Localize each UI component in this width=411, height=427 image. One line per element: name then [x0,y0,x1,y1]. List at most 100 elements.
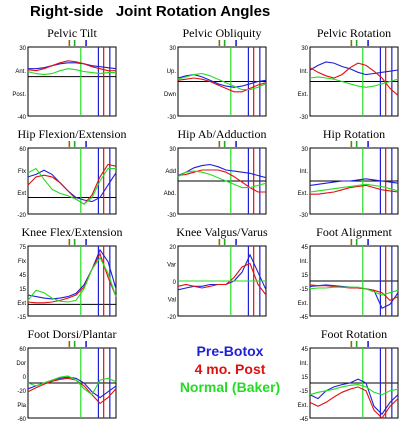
series-line-normal [27,68,116,76]
tick-label: Int. [300,169,309,175]
tick-label: 30 [19,46,26,52]
series-line-normal [177,170,267,189]
tick-label: 60 [19,347,26,353]
tick-label: 45 [301,347,308,353]
tick-label: 45 [19,273,26,279]
tick-label: -40 [17,115,26,121]
tick-label: -15 [299,389,308,395]
series-line-pre [28,62,117,70]
tick-label: -30 [167,213,176,219]
series-line-normal [27,256,117,303]
chart-title: Hip Flexion/Extension [18,127,127,141]
tick-label: Var [167,263,176,269]
tick-label: 60 [19,147,26,153]
tick-label: 0 [173,280,177,286]
plot-frame [27,147,117,215]
tick-label: -30 [299,115,308,121]
tick-label: Ext. [298,403,309,409]
series-line-normal [309,384,399,396]
series-line-post [309,62,399,96]
chart-title: Pelvic Rotation [317,26,391,40]
tick-label: Pla [17,403,26,409]
page-title: Right-side Joint Rotation Angles [30,3,271,20]
series-line-post [27,163,117,205]
tick-label: Up. [167,69,177,75]
tick-label: Int. [300,69,309,75]
chart-title: Knee Valgus/Varus [176,225,268,239]
series-line-post [177,169,266,193]
series-line-normal [27,167,116,205]
tick-label: Dor [16,361,26,367]
series-line-post [177,262,267,296]
legend-entry: Pre-Botox [196,343,264,359]
tick-label: 0 [23,375,27,381]
tick-label: -45 [299,315,308,321]
series-line-post [309,386,399,419]
tick-label: Ext [17,191,26,197]
chart-title: Hip Ab/Adduction [178,127,267,141]
tick-label: Dwn [164,92,176,98]
chart-title: Pelvic Tilt [47,26,97,40]
tick-label: 30 [169,46,176,52]
tick-label: 30 [301,46,308,52]
series-line-pre [309,378,399,415]
series-line-pre [27,169,117,203]
chart-panel: Pelvic Obliquity 30 Up. Dwn -30 [164,26,267,121]
chart-title: Foot Rotation [321,327,387,341]
series-line-normal [27,375,117,396]
series-line-post [27,377,117,405]
chart-title: Foot Alignment [316,225,392,239]
tick-label: -20 [17,213,26,219]
series-line-post [177,77,267,93]
tick-label: -20 [167,315,176,321]
chart-title: Foot Dorsi/Plantar [28,327,117,341]
tick-label: -15 [17,315,26,321]
tick-label: Ext. [298,301,309,307]
chart-title: Knee Flex/Extension [22,225,123,239]
tick-label: Flx [18,259,26,265]
tick-label: Ext. [298,191,309,197]
tick-label: Ext. [298,92,309,98]
series-line-normal [309,76,399,88]
legend-entry: 4 mo. Post [194,361,266,377]
series-line-post [27,252,117,304]
tick-label: Int. [300,259,309,265]
tick-label: 75 [19,245,26,251]
series-line-normal [177,72,267,91]
series-line-pre [27,376,117,399]
series-line-pre [177,163,267,179]
plot-frame [27,245,117,317]
tick-label: Flx [18,169,26,175]
tick-label: 15 [301,273,308,279]
series-line-pre [309,178,399,186]
tick-label: 45 [301,245,308,251]
plot-frame [27,46,117,117]
chart-panel: Knee Flex/Extension 75 Flx 45 15 Ext -15 [17,225,122,321]
tick-label: Ext [17,301,26,307]
tick-label: 30 [301,147,308,153]
series-line-post [309,284,399,302]
tick-label: Abd. [164,191,177,197]
series-line-pre [309,61,399,76]
chart-panel: Hip Flexion/Extension 60 Flx Ext -20 [17,127,126,219]
chart-title: Pelvic Obliquity [183,26,262,40]
tick-label: 15 [19,287,26,293]
chart-panel: Pelvic Rotation 30 Int. Ext. -30 [298,26,399,121]
tick-label: 15 [301,375,308,381]
series-line-post [27,60,116,72]
tick-label: Add [165,169,176,175]
tick-label: Ant. [15,69,26,75]
tick-label: Int. [300,361,309,367]
tick-label: -30 [167,115,176,121]
tick-label: Post. [12,92,26,98]
tick-label: Val [168,298,176,304]
tick-label: -60 [17,417,26,423]
chart-panel: Foot Alignment 45 Int. 15 -15 Ext. -45 [298,225,399,321]
tick-label: -15 [299,287,308,293]
tick-label: 30 [169,147,176,153]
tick-label: 20 [169,245,176,251]
series-line-post [310,184,399,195]
